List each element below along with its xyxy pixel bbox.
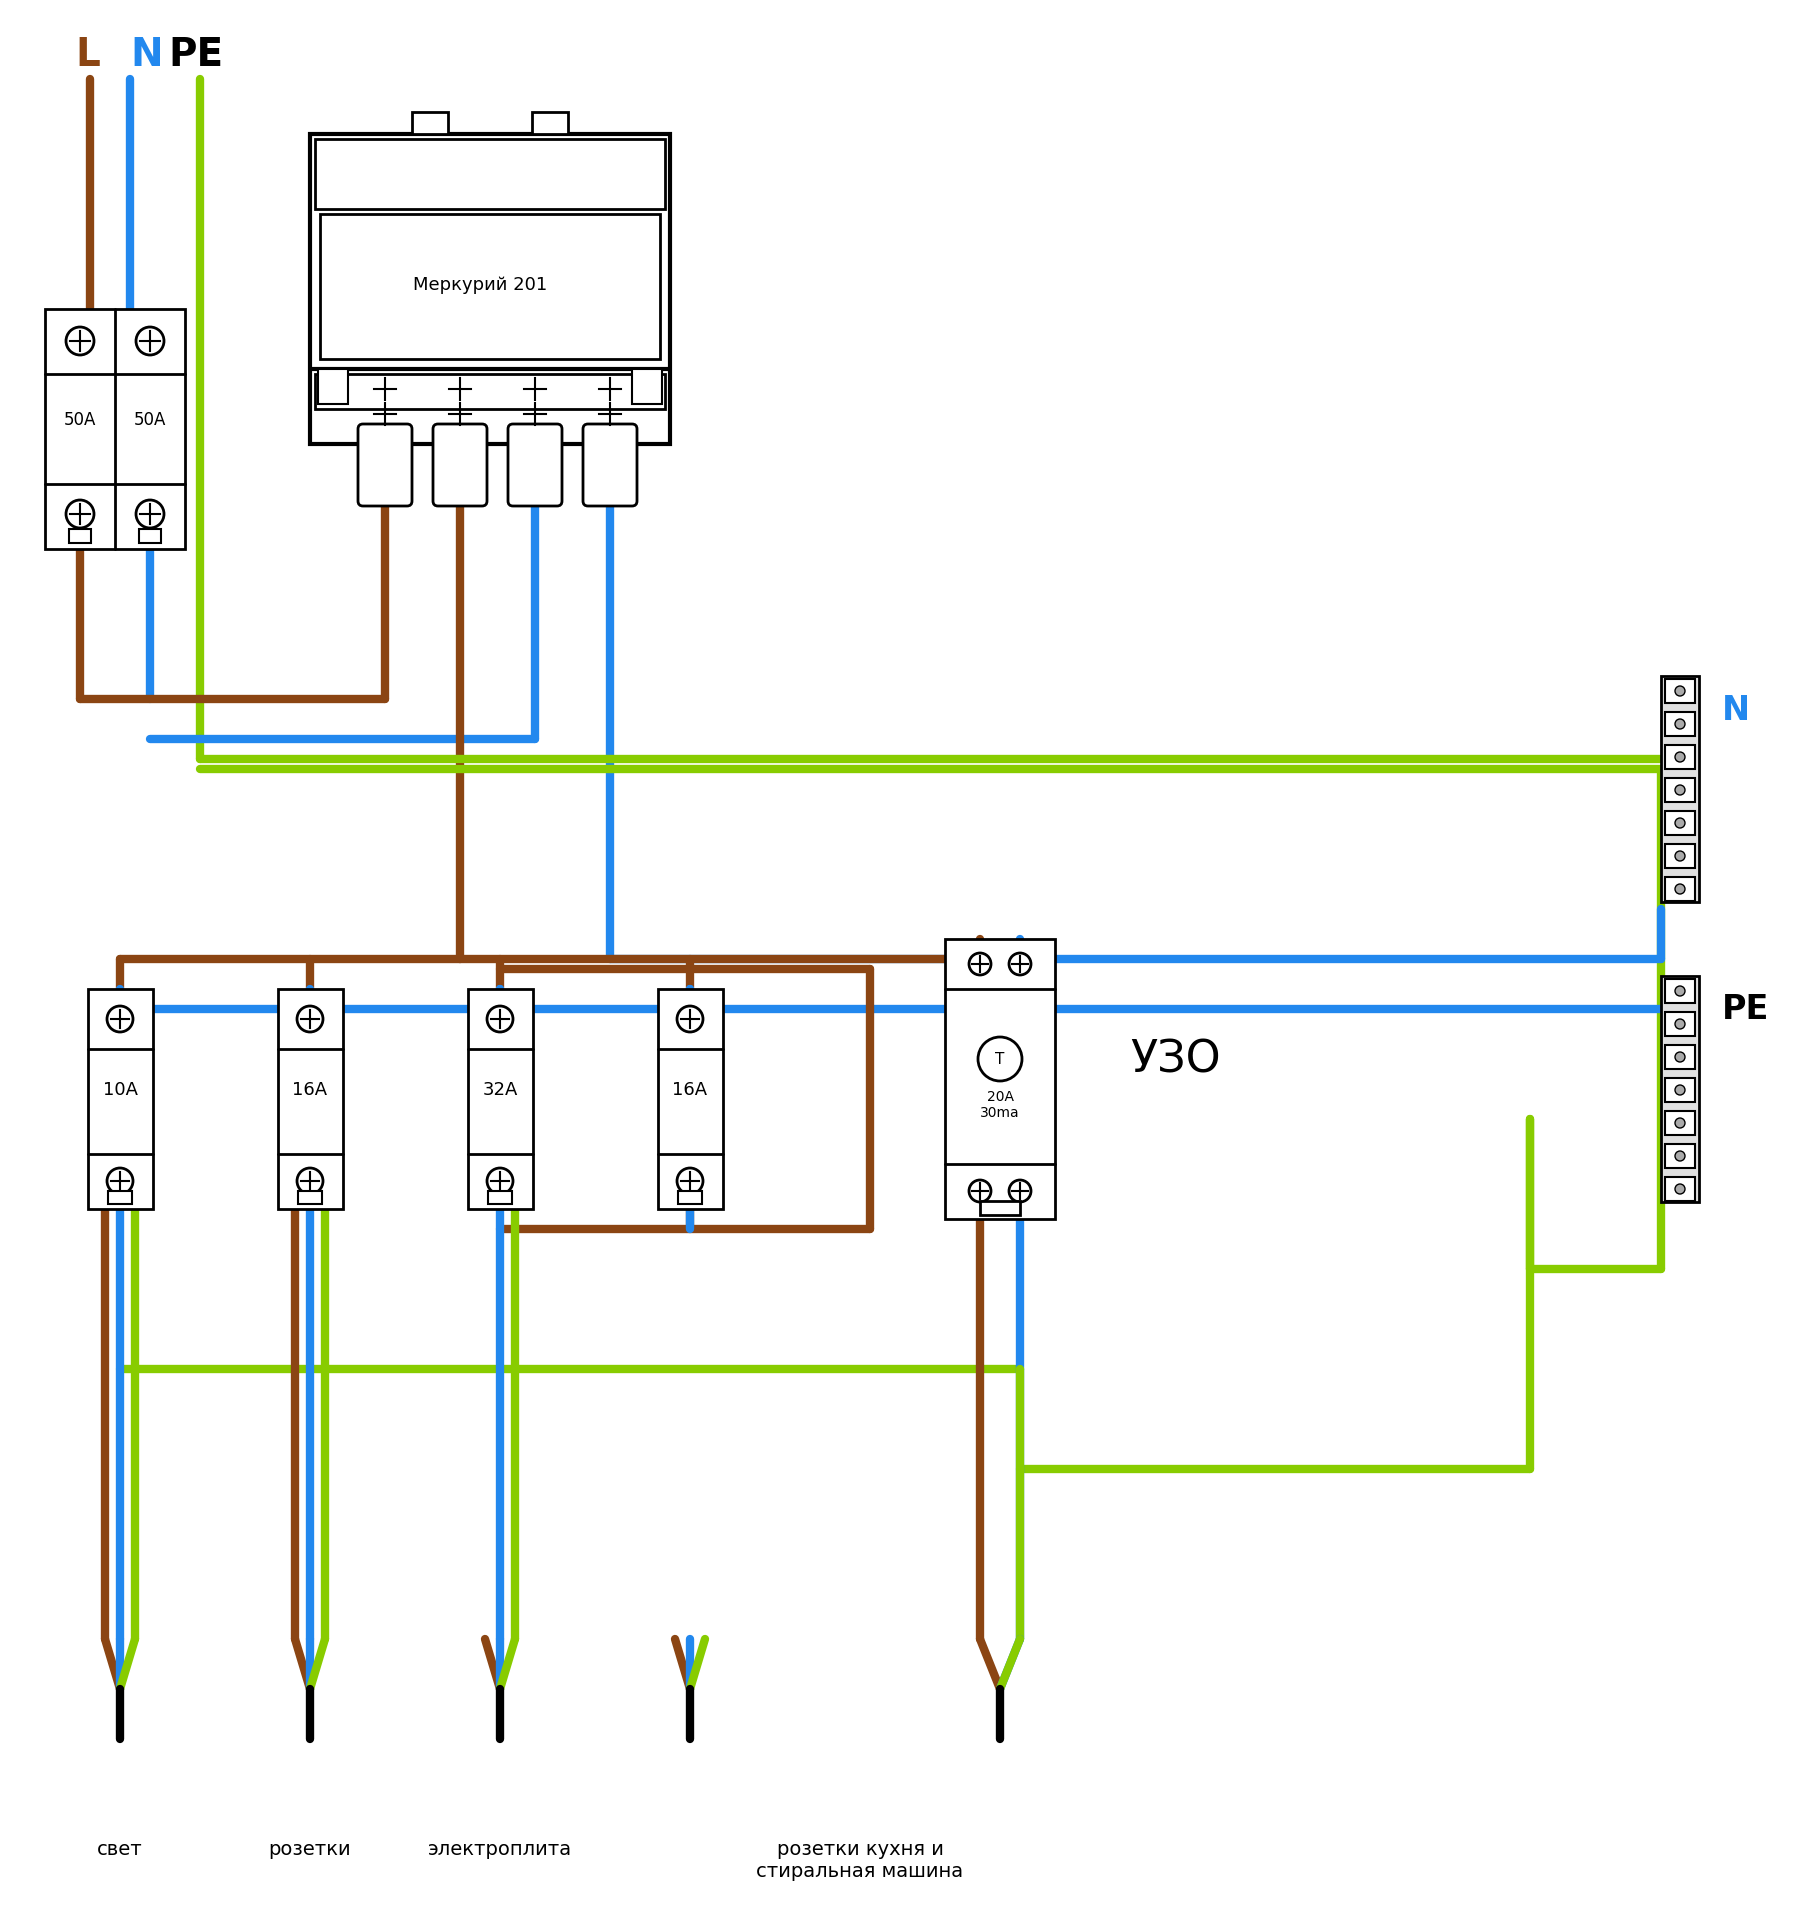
Bar (109, 1191, 132, 1204)
Text: УЗО: УЗО (1130, 1037, 1221, 1081)
Circle shape (65, 501, 94, 528)
Circle shape (1675, 1152, 1684, 1162)
Circle shape (1675, 752, 1684, 762)
Bar (632, 369, 663, 404)
Bar (1664, 844, 1695, 869)
Bar (315, 375, 665, 410)
Circle shape (1675, 1020, 1684, 1030)
Bar (1664, 746, 1695, 769)
Circle shape (1675, 1085, 1684, 1095)
Circle shape (1675, 884, 1684, 894)
Circle shape (487, 1168, 513, 1194)
Circle shape (136, 501, 165, 528)
Circle shape (1009, 1181, 1030, 1202)
Text: розетки: розетки (268, 1839, 351, 1858)
Circle shape (136, 327, 165, 356)
Bar (532, 113, 569, 134)
Circle shape (297, 1168, 322, 1194)
Circle shape (1675, 986, 1684, 997)
Bar (487, 1191, 513, 1204)
Bar (677, 1191, 703, 1204)
Bar (321, 214, 659, 360)
Text: 10A: 10A (103, 1079, 138, 1099)
FancyBboxPatch shape (583, 425, 637, 507)
Bar (1661, 976, 1699, 1202)
Text: Меркурий 201: Меркурий 201 (413, 276, 547, 295)
Bar (315, 140, 665, 211)
Bar (310, 134, 670, 444)
Circle shape (107, 1168, 132, 1194)
Bar (467, 990, 532, 1210)
Text: 50A: 50A (63, 412, 96, 429)
Bar (1664, 1145, 1695, 1168)
Circle shape (1675, 1185, 1684, 1194)
Circle shape (487, 1007, 513, 1032)
Circle shape (1009, 953, 1030, 976)
Circle shape (297, 1007, 322, 1032)
Text: розетки кухня и
стиральная машина: розетки кухня и стиральная машина (757, 1839, 963, 1880)
Text: электроплита: электроплита (427, 1839, 572, 1858)
Bar (1664, 1013, 1695, 1037)
Circle shape (677, 1168, 703, 1194)
Bar (411, 113, 447, 134)
Circle shape (1675, 819, 1684, 829)
Circle shape (1675, 687, 1684, 697)
Text: PE: PE (1722, 993, 1769, 1026)
Circle shape (969, 953, 991, 976)
Circle shape (969, 1181, 991, 1202)
Circle shape (1675, 852, 1684, 861)
Bar (139, 530, 161, 544)
Bar (1664, 1045, 1695, 1070)
Bar (1664, 1112, 1695, 1135)
Bar (1664, 877, 1695, 901)
FancyBboxPatch shape (509, 425, 561, 507)
Text: 32A: 32A (482, 1079, 518, 1099)
Text: 16A: 16A (672, 1079, 708, 1099)
Bar (45, 310, 185, 549)
Text: свет: свет (98, 1839, 143, 1858)
Bar (1664, 1078, 1695, 1102)
Circle shape (1675, 1053, 1684, 1062)
Bar (1664, 779, 1695, 802)
Circle shape (1675, 1118, 1684, 1129)
Bar (1661, 678, 1699, 903)
Bar (1664, 980, 1695, 1003)
Bar (89, 990, 152, 1210)
Bar (279, 990, 342, 1210)
Bar (1664, 1177, 1695, 1202)
FancyBboxPatch shape (359, 425, 411, 507)
Circle shape (1675, 720, 1684, 729)
Bar (980, 1202, 1020, 1215)
Circle shape (978, 1037, 1021, 1081)
Circle shape (1675, 785, 1684, 796)
Bar (299, 1191, 322, 1204)
FancyBboxPatch shape (433, 425, 487, 507)
Bar (69, 530, 91, 544)
Text: N: N (1722, 693, 1749, 725)
Text: N: N (130, 36, 163, 75)
Text: L: L (74, 36, 100, 75)
Bar (1664, 712, 1695, 737)
Bar (1664, 812, 1695, 836)
Text: 16A: 16A (292, 1079, 328, 1099)
Bar (1664, 679, 1695, 704)
Text: 50A: 50A (134, 412, 167, 429)
Text: 20A
30ma: 20A 30ma (980, 1089, 1020, 1120)
Circle shape (677, 1007, 703, 1032)
Text: T: T (996, 1053, 1005, 1066)
Bar (657, 990, 723, 1210)
Circle shape (107, 1007, 132, 1032)
Circle shape (65, 327, 94, 356)
Bar (319, 369, 348, 404)
Bar (945, 940, 1056, 1219)
Text: PE: PE (168, 36, 223, 75)
